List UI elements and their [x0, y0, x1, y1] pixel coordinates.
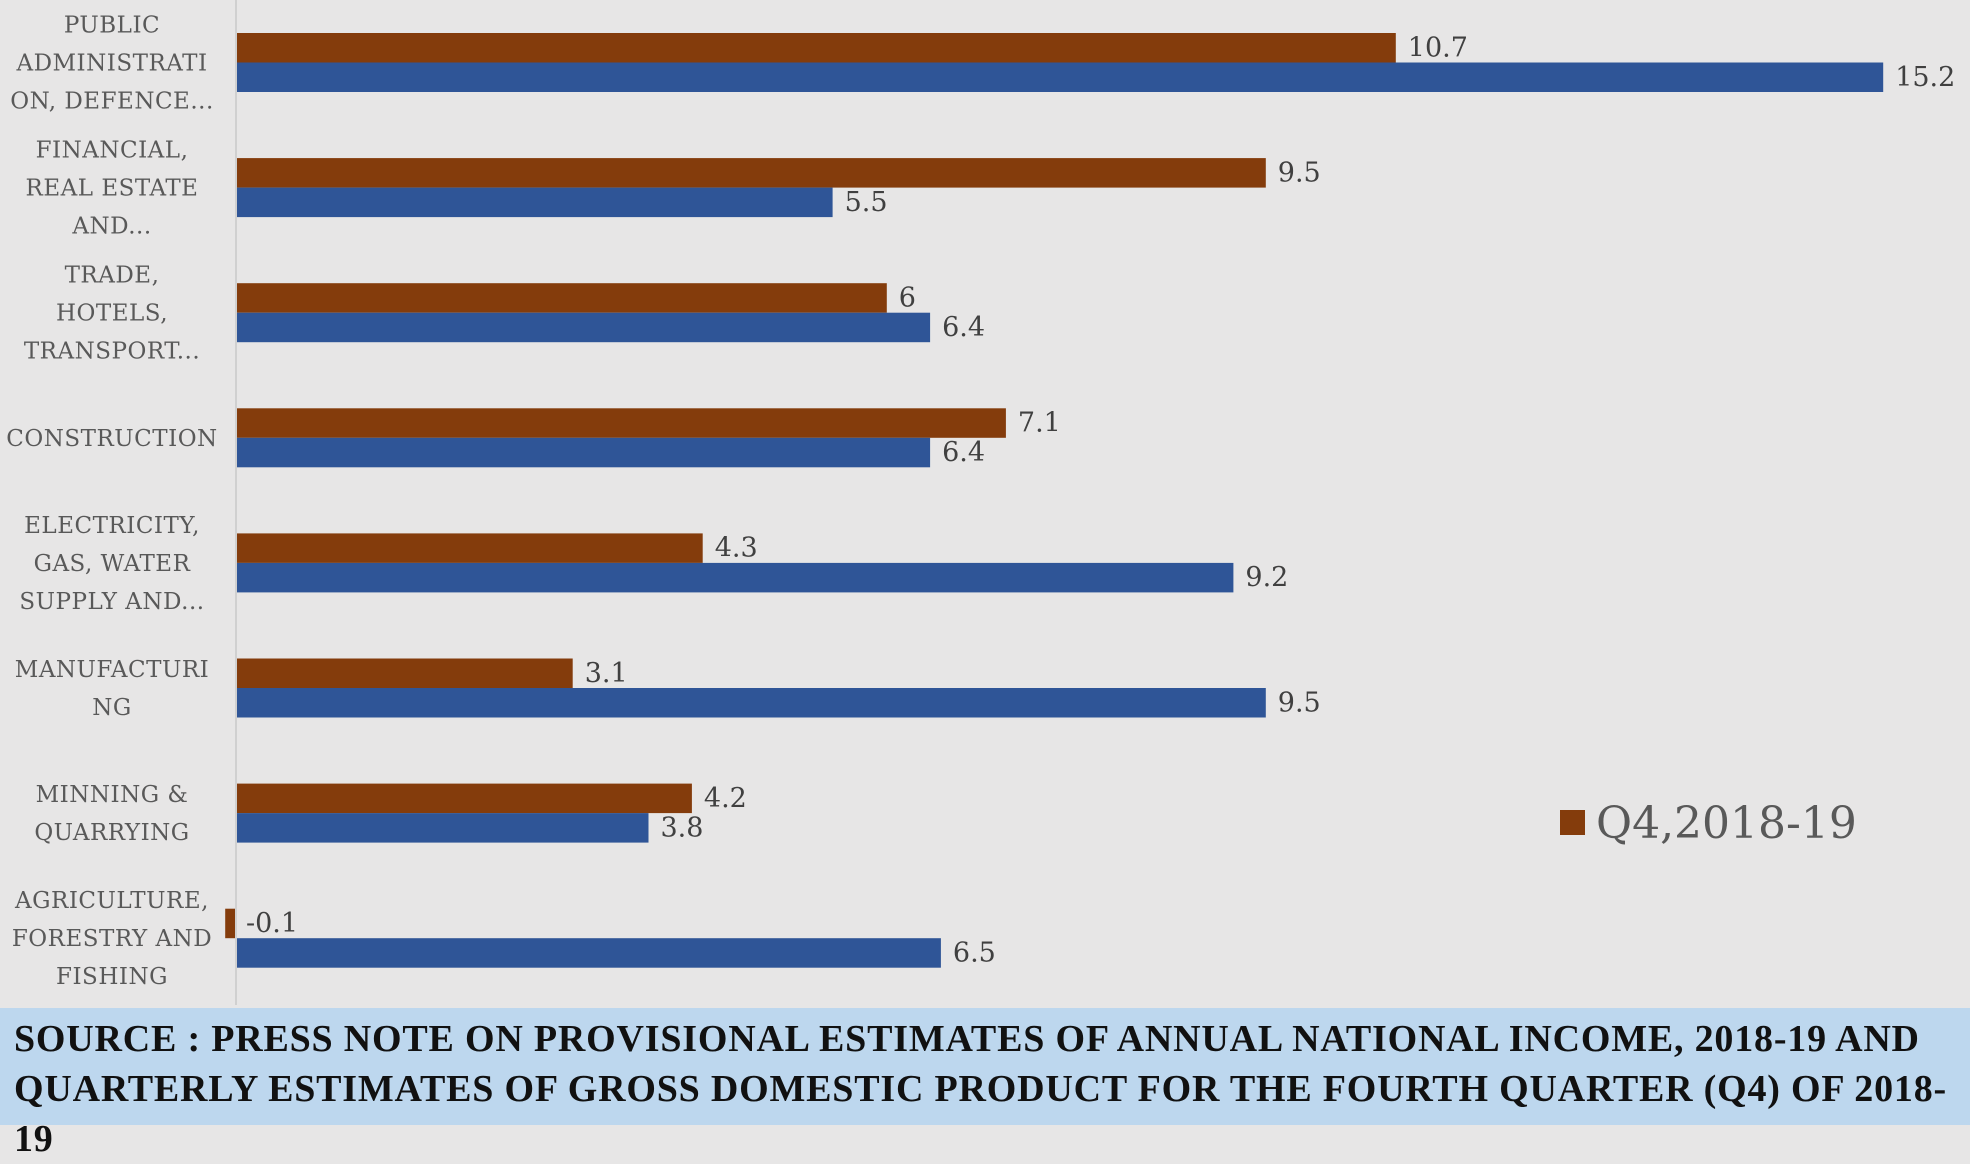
data-label-q4-6: 4.2 [704, 783, 747, 814]
category-label-line: ADMINISTRATI [15, 51, 207, 77]
category-label-7: AGRICULTURE, FORESTRY AND FISHING [12, 888, 212, 990]
category-label-line: HOTELS, [56, 301, 168, 327]
data-label-series2-0: 15.2 [1895, 62, 1955, 93]
bar-series2-0 [237, 62, 1884, 92]
bar-q4-0 [237, 33, 1396, 63]
bar-series2-4 [237, 562, 1234, 593]
legend-swatch-q4 [1560, 810, 1585, 835]
category-label-1: FINANCIAL, REAL ESTATE AND... [26, 138, 199, 240]
category-label-3: CONSTRUCTION [6, 426, 217, 452]
bar-q4-7 [225, 908, 236, 939]
category-label-6: MINNING & QUARRYING [34, 782, 189, 846]
data-label-q4-2: 6 [899, 282, 916, 313]
data-label-series2-3: 6.4 [942, 437, 985, 468]
bars-group [225, 33, 1884, 968]
bar-series2-1 [237, 187, 833, 218]
category-label-line: TRADE, [65, 263, 160, 289]
category-label-line: SUPPLY AND... [19, 589, 204, 615]
data-label-series2-4: 9.2 [1245, 562, 1288, 593]
bar-q4-1 [237, 158, 1266, 188]
bar-q4-2 [237, 283, 887, 313]
source-footer: SOURCE : PRESS NOTE ON PROVISIONAL ESTIM… [0, 1008, 1970, 1160]
category-labels: PUBLIC ADMINISTRATI ON, DEFENCE... FINANCIA… [6, 13, 217, 991]
category-label-line: AND... [71, 214, 151, 240]
bar-series2-3 [237, 437, 931, 468]
category-label-line: MINNING & [36, 782, 189, 808]
source-line-2: QUARTERLY ESTIMATES OF GROSS DOMESTIC PR… [14, 1068, 1947, 1160]
category-label-line: FINANCIAL, [36, 138, 189, 164]
data-labels: 10.7 15.2 9.5 5.5 6 6.4 7.1 6.4 4.3 9.2 3.1 9.5 4.23… [246, 32, 1955, 968]
category-label-2: TRADE, HOTELS, TRANSPORT... [24, 263, 200, 365]
data-label-q4-4: 4.3 [715, 533, 758, 564]
data-label-series2-1: 5.5 [845, 187, 888, 218]
bar-q4-4 [237, 533, 703, 563]
category-label-line: CONSTRUCTION [6, 426, 217, 452]
bar-chart: PUBLIC ADMINISTRATI ON, DEFENCE... FINANCIA… [6, 0, 1955, 1005]
bar-series2-2 [237, 312, 931, 343]
category-label-5: MANUFACTURI NG [15, 657, 209, 721]
category-label-line: REAL ESTATE [26, 176, 199, 202]
source-text: SOURCE : PRESS NOTE ON PROVISIONAL ESTIM… [14, 1014, 1964, 1164]
data-label-q4-5: 3.1 [585, 658, 628, 689]
category-label-line: NG [92, 695, 132, 721]
legend-label-q4: Q4,2018-19 [1596, 798, 1857, 849]
data-label-q4-1: 9.5 [1278, 157, 1321, 188]
data-label-q4-7: -0.1 [246, 908, 298, 939]
bar-series2-6 [237, 813, 649, 843]
category-label-line: QUARRYING [34, 820, 189, 846]
bar-q4-5 [237, 658, 573, 688]
data-label-series2-6: 3.8 [661, 812, 704, 843]
category-label-0: PUBLIC ADMINISTRATI ON, DEFENCE... [10, 13, 214, 115]
bar-series2-7 [237, 938, 941, 968]
category-label-4: ELECTRICITY, GAS, WATER SUPPLY AND... [19, 513, 204, 615]
category-label-line: AGRICULTURE, [14, 888, 209, 914]
category-label-line: GAS, WATER [34, 551, 191, 577]
data-label-series2-5: 9.5 [1278, 687, 1321, 718]
data-label-series2-7: 6.5 [953, 937, 996, 968]
data-label-series2-2: 6.4 [942, 312, 985, 343]
category-label-line: FISHING [56, 964, 168, 990]
bar-series2-5 [237, 688, 1266, 718]
legend: Q4,2018-19 [1560, 798, 1857, 849]
data-label-q4-3: 7.1 [1018, 408, 1061, 439]
category-label-line: FORESTRY AND [12, 926, 212, 952]
category-label-line: MANUFACTURI [15, 657, 209, 683]
bar-q4-3 [237, 408, 1006, 438]
source-line-1: SOURCE : PRESS NOTE ON PROVISIONAL ESTIM… [14, 1018, 1920, 1060]
category-label-line: ON, DEFENCE... [10, 89, 214, 115]
bar-q4-6 [237, 783, 692, 814]
category-label-line: TRANSPORT... [24, 339, 200, 365]
category-label-line: ELECTRICITY, [24, 513, 200, 539]
data-label-q4-0: 10.7 [1408, 32, 1468, 63]
category-label-line: PUBLIC [64, 13, 160, 39]
